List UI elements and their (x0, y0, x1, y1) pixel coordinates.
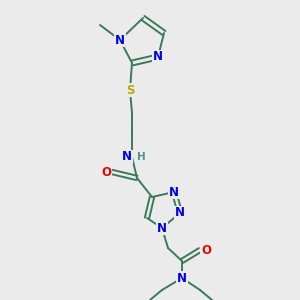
Text: H: H (136, 152, 146, 162)
Text: N: N (115, 34, 125, 46)
Text: O: O (201, 244, 211, 256)
Text: N: N (157, 221, 167, 235)
Text: N: N (153, 50, 163, 64)
Text: S: S (126, 83, 134, 97)
Text: O: O (101, 166, 111, 178)
Text: N: N (169, 185, 179, 199)
Text: N: N (122, 151, 132, 164)
Text: N: N (175, 206, 185, 220)
Text: N: N (177, 272, 187, 284)
